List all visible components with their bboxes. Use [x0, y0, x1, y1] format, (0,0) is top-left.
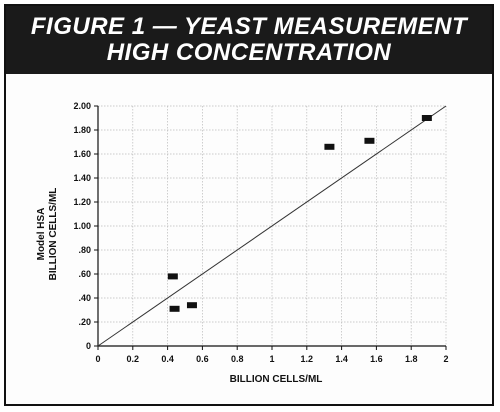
y-axis-label-line-1: Model HSA — [36, 208, 47, 261]
chart-area: 0 0.2 0.4 0.6 0.8 1 1.2 1.4 1.6 1.8 2 0 .20 .40 .60 .8… — [6, 74, 492, 408]
y-tick-label-6: 1.20 — [73, 197, 91, 207]
data-point-3 — [324, 143, 335, 150]
data-point-2 — [186, 302, 197, 309]
y-tick-label-7: 1.40 — [73, 173, 91, 183]
x-tick-label-10: 2 — [443, 354, 448, 364]
x-axis-label: BILLION CELLS/ML — [230, 374, 323, 385]
x-tick-label-8: 1.6 — [370, 354, 383, 364]
y-tick-label-4: .80 — [78, 245, 91, 255]
x-tick-label-6: 1.2 — [301, 354, 314, 364]
y-tick-label-9: 1.80 — [73, 125, 91, 135]
y-tick-label-2: .40 — [78, 293, 91, 303]
data-point-1 — [169, 305, 180, 312]
y-tick-label-0: 0 — [86, 341, 91, 351]
figure-frame: FIGURE 1 — YEAST MEASUREMENT HIGH CONCEN… — [4, 4, 494, 406]
x-tick-label-1: 0.2 — [127, 354, 140, 364]
axes — [94, 105, 447, 350]
y-tick-label-5: 1.00 — [73, 221, 91, 231]
x-tick-label-2: 0.4 — [161, 354, 174, 364]
data-point-0 — [167, 273, 178, 280]
y-tick-labels: 0 .20 .40 .60 .80 1.00 1.20 1.40 1.60 1.80 2.00 — [73, 101, 91, 351]
y-tick-label-1: .20 — [78, 317, 91, 327]
data-point-4 — [364, 137, 375, 144]
x-tick-label-5: 1 — [269, 354, 274, 364]
x-tick-label-7: 1.4 — [335, 354, 348, 364]
data-point-5 — [421, 115, 432, 121]
y-axis-label: Model HSA BILLION CELLS/ML — [36, 188, 59, 281]
scatter-plot: 0 0.2 0.4 0.6 0.8 1 1.2 1.4 1.6 1.8 2 0 .20 .40 .60 .8… — [36, 101, 449, 385]
chart-title-line-1: FIGURE 1 — YEAST MEASUREMENT — [30, 13, 468, 40]
x-tick-label-3: 0.6 — [196, 354, 209, 364]
reference-line-layer — [97, 105, 447, 347]
title-banner: FIGURE 1 — YEAST MEASUREMENT HIGH CONCEN… — [6, 6, 492, 74]
data-points — [167, 115, 432, 312]
y-tick-label-10: 2.00 — [73, 101, 91, 111]
x-tick-labels: 0 0.2 0.4 0.6 0.8 1 1.2 1.4 1.6 1.8 2 — [95, 354, 448, 364]
y-tick-label-8: 1.60 — [73, 149, 91, 159]
reference-line — [97, 105, 447, 347]
x-tick-label-4: 0.8 — [231, 354, 244, 364]
chart-title-line-2: HIGH CONCENTRATION — [106, 39, 392, 66]
y-axis-label-line-2: BILLION CELLS/ML — [48, 188, 59, 281]
y-tick-label-3: .60 — [78, 269, 91, 279]
x-tick-label-0: 0 — [95, 354, 100, 364]
x-tick-label-9: 1.8 — [405, 354, 418, 364]
